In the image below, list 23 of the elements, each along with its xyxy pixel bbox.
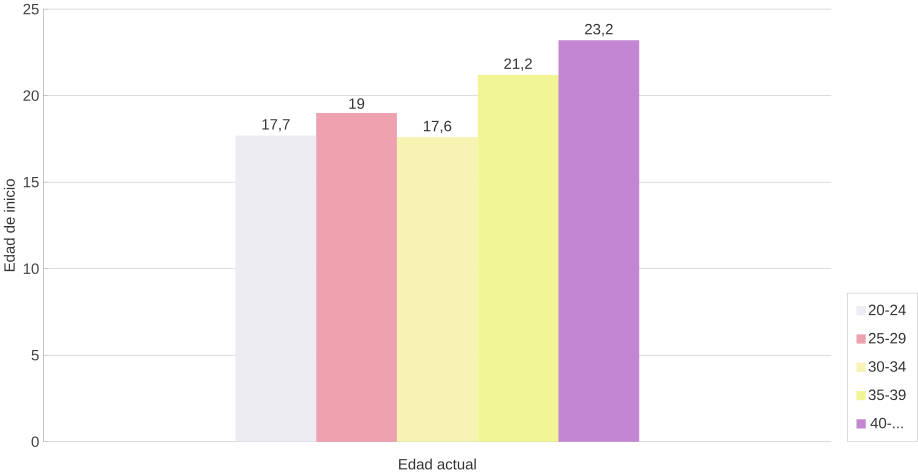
bar bbox=[235, 135, 316, 442]
y-tick-label: 10 bbox=[24, 263, 39, 274]
bar bbox=[558, 40, 640, 442]
y-tick-label: 20 bbox=[23, 90, 39, 101]
y-tick-label: 15 bbox=[24, 176, 39, 188]
data-label: 17,6 bbox=[424, 120, 452, 133]
legend-label: 35-39 bbox=[868, 389, 906, 400]
y-tick-label: 5 bbox=[32, 350, 39, 360]
data-label: 21,2 bbox=[504, 58, 532, 71]
data-label: 17,7 bbox=[262, 119, 290, 132]
data-label: 19 bbox=[349, 98, 364, 109]
data-label: 23,2 bbox=[585, 24, 613, 36]
legend-label: 25-29 bbox=[868, 332, 906, 344]
y-tick-label: 25 bbox=[23, 4, 39, 14]
y-tick-label: 0 bbox=[32, 436, 39, 447]
bar bbox=[316, 112, 397, 442]
legend-label: 30-34 bbox=[868, 361, 906, 372]
bar bbox=[396, 136, 478, 442]
legend-label: 20-24 bbox=[868, 304, 906, 316]
legend-label: 40-... bbox=[870, 418, 903, 428]
y-axis-title: Edad de inicio bbox=[4, 178, 15, 271]
bar bbox=[478, 74, 558, 442]
x-axis-title: Edad actual bbox=[399, 458, 476, 470]
